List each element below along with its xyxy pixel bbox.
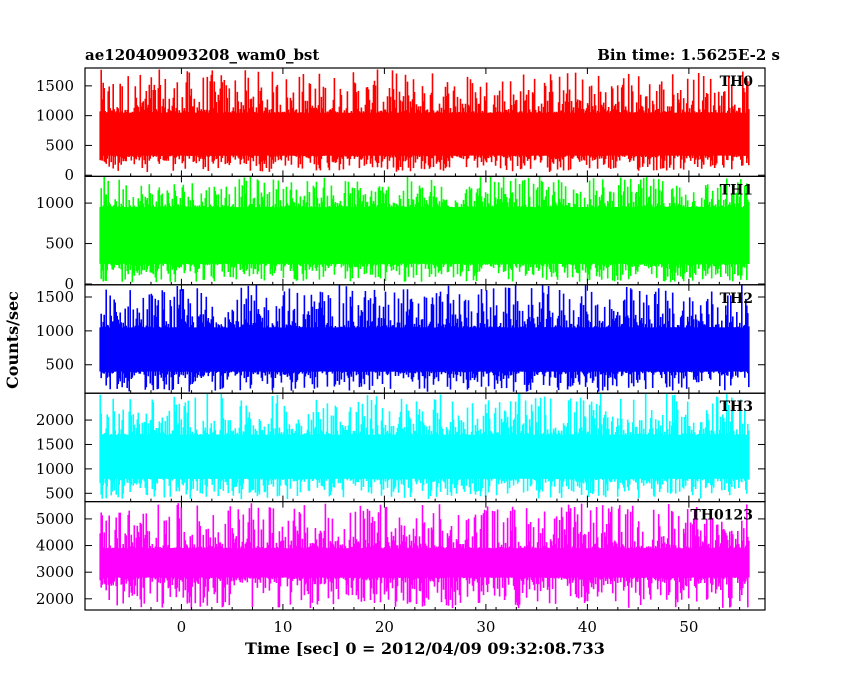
panel-frame xyxy=(84,501,766,611)
y-axis-label: Counts/sec xyxy=(3,291,22,389)
y-tick-label: 0 xyxy=(64,166,74,184)
y-tick-label: 3000 xyxy=(36,563,74,581)
y-tick-label: 1500 xyxy=(36,77,74,95)
y-tick-label: 1000 xyxy=(36,194,74,212)
x-tick-label: 20 xyxy=(375,618,394,636)
y-tick-label: 4000 xyxy=(36,537,74,555)
y-tick-label: 500 xyxy=(45,356,74,374)
y-tick-label: 500 xyxy=(45,484,74,502)
x-tick-label: 40 xyxy=(578,618,597,636)
series-th3 xyxy=(99,393,750,500)
panel-label: TH0123 xyxy=(690,508,753,524)
x-axis-label: Time [sec] 0 = 2012/04/09 09:32:08.733 xyxy=(245,639,605,658)
panel-label: TH2 xyxy=(720,291,753,307)
series-th0123 xyxy=(99,503,750,609)
panels-group: 0 500 1000 1500 TH0 0 500 1000 TH1 500 1000 1500 TH2… xyxy=(36,67,766,611)
y-tick-label: 500 xyxy=(45,136,74,154)
series-th2 xyxy=(99,285,750,392)
y-tick-label: 1000 xyxy=(36,460,74,478)
x-tick-label: 30 xyxy=(476,618,495,636)
panel-th0: 0 500 1000 1500 TH0 xyxy=(36,67,766,184)
x-tick-label: 50 xyxy=(679,618,698,636)
y-tick-label: 500 xyxy=(45,235,74,253)
series-th1 xyxy=(99,176,750,283)
y-tick-label: 1000 xyxy=(36,322,74,340)
y-tick-label: 2000 xyxy=(36,590,74,608)
panel-th0123: 2000 3000 4000 5000 TH0123 xyxy=(36,501,766,611)
panel-label: TH0 xyxy=(720,74,754,90)
series-th0 xyxy=(99,69,750,172)
x-tick-label: 0 xyxy=(177,618,187,636)
y-tick-label: 1000 xyxy=(36,107,74,125)
x-tick-label: 10 xyxy=(273,618,292,636)
plot-title: ae120409093208_wam0_bst xyxy=(85,46,319,64)
panel-th2: 500 1000 1500 TH2 xyxy=(36,284,766,394)
panel-label: TH3 xyxy=(720,399,753,415)
y-tick-label: 5000 xyxy=(36,510,74,528)
y-tick-label: 1500 xyxy=(36,288,74,306)
y-tick-label: 1500 xyxy=(36,435,74,453)
x-axis: 0 10 20 30 40 50 xyxy=(177,618,699,636)
panel-label: TH1 xyxy=(720,182,753,198)
panel-th1: 0 500 1000 TH1 xyxy=(36,175,766,293)
panel-th3: 500 1000 1500 2000 TH3 xyxy=(36,392,766,502)
y-tick-label: 2000 xyxy=(36,411,74,429)
y-tick-label: 0 xyxy=(64,275,74,293)
bin-time-label: Bin time: 1.5625E-2 s xyxy=(597,46,780,64)
